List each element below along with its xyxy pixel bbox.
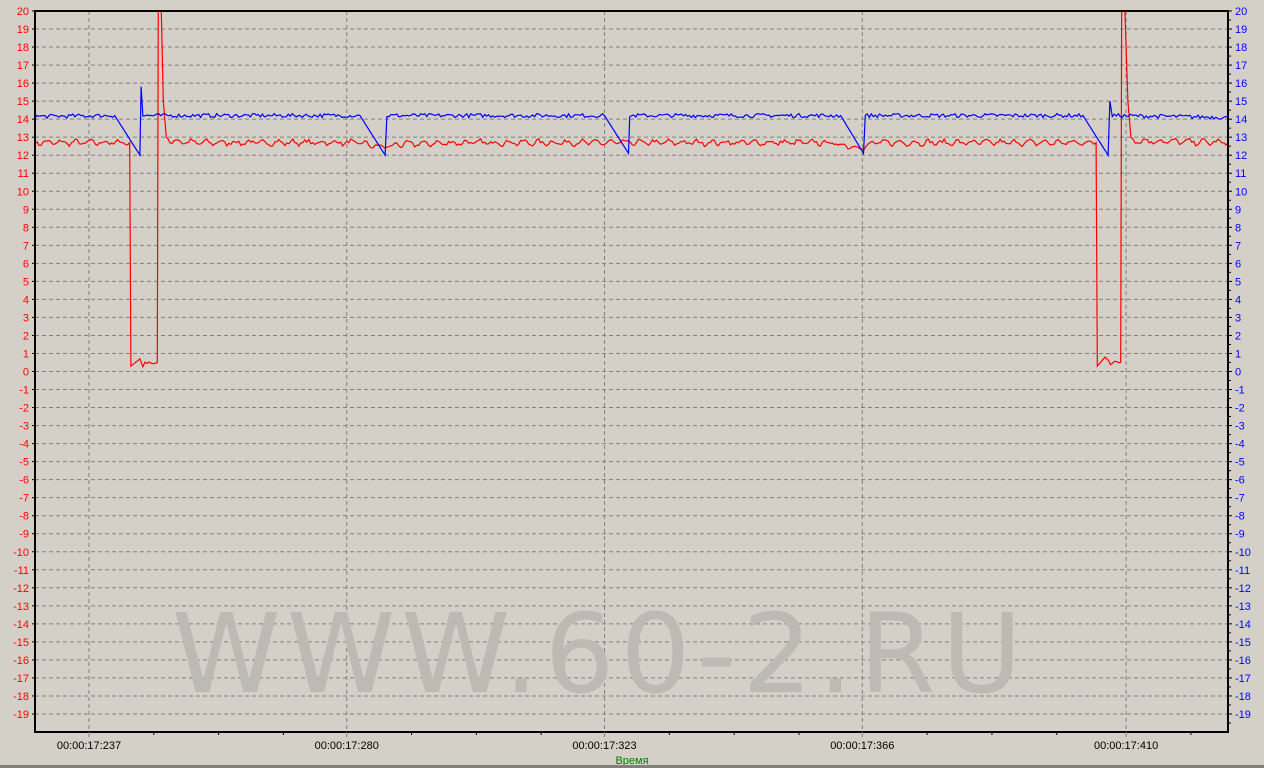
y-tick-label-left: 6 [23, 258, 29, 270]
y-tick-label-left: -10 [13, 547, 29, 559]
y-tick-label-right: -10 [1235, 547, 1251, 559]
y-tick-label-right: -8 [1235, 511, 1245, 523]
y-tick-label-left: -7 [19, 493, 29, 505]
y-tick-label-left: -5 [19, 457, 29, 469]
y-tick-label-right: 16 [1235, 78, 1247, 90]
y-tick-label-right: -6 [1235, 475, 1245, 487]
y-tick-label-right: 8 [1235, 222, 1241, 234]
series-line-red [35, 11, 1228, 369]
y-tick-label-left: -9 [19, 529, 29, 541]
y-tick-label-right: 11 [1235, 168, 1246, 180]
x-tick-label: 00:00:17:410 [1094, 740, 1158, 752]
y-tick-label-left: 8 [23, 222, 29, 234]
series-group [35, 11, 1228, 369]
y-tick-label-right: -18 [1235, 691, 1251, 703]
y-tick-label-right: -19 [1235, 709, 1251, 721]
y-tick-label-left: 16 [17, 78, 29, 90]
y-tick-label-right: -4 [1235, 439, 1245, 451]
x-tick-label: 00:00:17:366 [830, 740, 894, 752]
y-tick-label-right: 10 [1235, 186, 1247, 198]
y-tick-label-left: -19 [13, 709, 29, 721]
y-tick-label-left: 11 [18, 168, 29, 180]
y-tick-label-left: -3 [19, 421, 29, 433]
series-line-blue [35, 86, 1228, 158]
y-tick-label-left: 9 [23, 204, 29, 216]
y-tick-label-left: -2 [19, 403, 29, 415]
y-tick-label-right: 0 [1235, 367, 1241, 379]
y-tick-label-right: -2 [1235, 403, 1245, 415]
y-tick-label-left: 0 [23, 367, 29, 379]
grid [35, 11, 1228, 732]
y-tick-label-left: 1 [23, 348, 29, 360]
y-tick-label-left: -11 [14, 565, 29, 577]
y-tick-label-left: -18 [13, 691, 29, 703]
y-tick-label-left: -17 [13, 673, 29, 685]
y-tick-label-right: 17 [1235, 60, 1247, 72]
y-tick-label-right: 14 [1235, 114, 1247, 126]
x-axis-label: Время [615, 755, 648, 767]
y-tick-label-right: 3 [1235, 312, 1241, 324]
y-tick-label-left: 20 [17, 6, 29, 18]
window-border [0, 765, 1264, 768]
y-tick-label-right: 20 [1235, 6, 1247, 18]
y-tick-label-right: 5 [1235, 276, 1241, 288]
y-tick-label-left: 12 [17, 150, 29, 162]
y-tick-label-right: -14 [1235, 619, 1251, 631]
y-tick-label-left: -15 [13, 637, 29, 649]
y-tick-label-left: -4 [19, 439, 29, 451]
y-tick-label-left: 3 [23, 312, 29, 324]
y-tick-label-left: -16 [13, 655, 29, 667]
y-tick-label-left: -12 [13, 583, 29, 595]
y-tick-label-left: 2 [23, 330, 29, 342]
y-tick-label-right: -13 [1235, 601, 1251, 613]
y-tick-label-left: 15 [17, 96, 29, 108]
y-tick-label-left: -13 [13, 601, 29, 613]
y-tick-label-right: -15 [1235, 637, 1251, 649]
y-tick-label-left: 7 [23, 240, 29, 252]
y-tick-label-left: 19 [17, 24, 29, 36]
x-tick-label: 00:00:17:323 [572, 740, 636, 752]
y-tick-label-right: 15 [1235, 96, 1247, 108]
x-tick-label: 00:00:17:280 [315, 740, 379, 752]
watermark: WWW.60-2.RU [172, 590, 1028, 718]
y-tick-label-right: -12 [1235, 583, 1251, 595]
y-tick-label-right: 19 [1235, 24, 1247, 36]
y-tick-label-right: 2 [1235, 330, 1241, 342]
y-tick-label-left: -6 [19, 475, 29, 487]
y-tick-label-right: 13 [1235, 132, 1247, 144]
y-tick-label-right: -1 [1235, 385, 1245, 397]
y-tick-label-left: 17 [17, 60, 29, 72]
y-tick-label-right: -17 [1235, 673, 1251, 685]
y-tick-label-right: 6 [1235, 258, 1241, 270]
x-tick-label: 00:00:17:237 [57, 740, 121, 752]
y-tick-label-right: 4 [1235, 294, 1241, 306]
y-tick-label-right: -5 [1235, 457, 1245, 469]
y-tick-label-left: 13 [17, 132, 29, 144]
y-tick-label-right: -7 [1235, 493, 1245, 505]
y-tick-label-right: 9 [1235, 204, 1241, 216]
y-tick-label-right: 1 [1235, 348, 1241, 360]
y-tick-label-right: -16 [1235, 655, 1251, 667]
y-tick-label-left: -1 [19, 385, 29, 397]
y-tick-label-left: 14 [17, 114, 29, 126]
y-tick-label-left: 18 [17, 42, 29, 54]
y-tick-label-left: -14 [13, 619, 29, 631]
y-tick-label-right: 7 [1235, 240, 1241, 252]
y-tick-label-left: 5 [23, 276, 29, 288]
y-tick-label-right: -3 [1235, 421, 1245, 433]
y-tick-label-left: 10 [17, 186, 29, 198]
y-tick-label-right: -11 [1235, 565, 1250, 577]
y-tick-label-right: 12 [1235, 150, 1247, 162]
y-tick-label-right: -9 [1235, 529, 1245, 541]
y-tick-label-left: -8 [19, 511, 29, 523]
y-tick-label-right: 18 [1235, 42, 1247, 54]
y-tick-label-left: 4 [23, 294, 29, 306]
